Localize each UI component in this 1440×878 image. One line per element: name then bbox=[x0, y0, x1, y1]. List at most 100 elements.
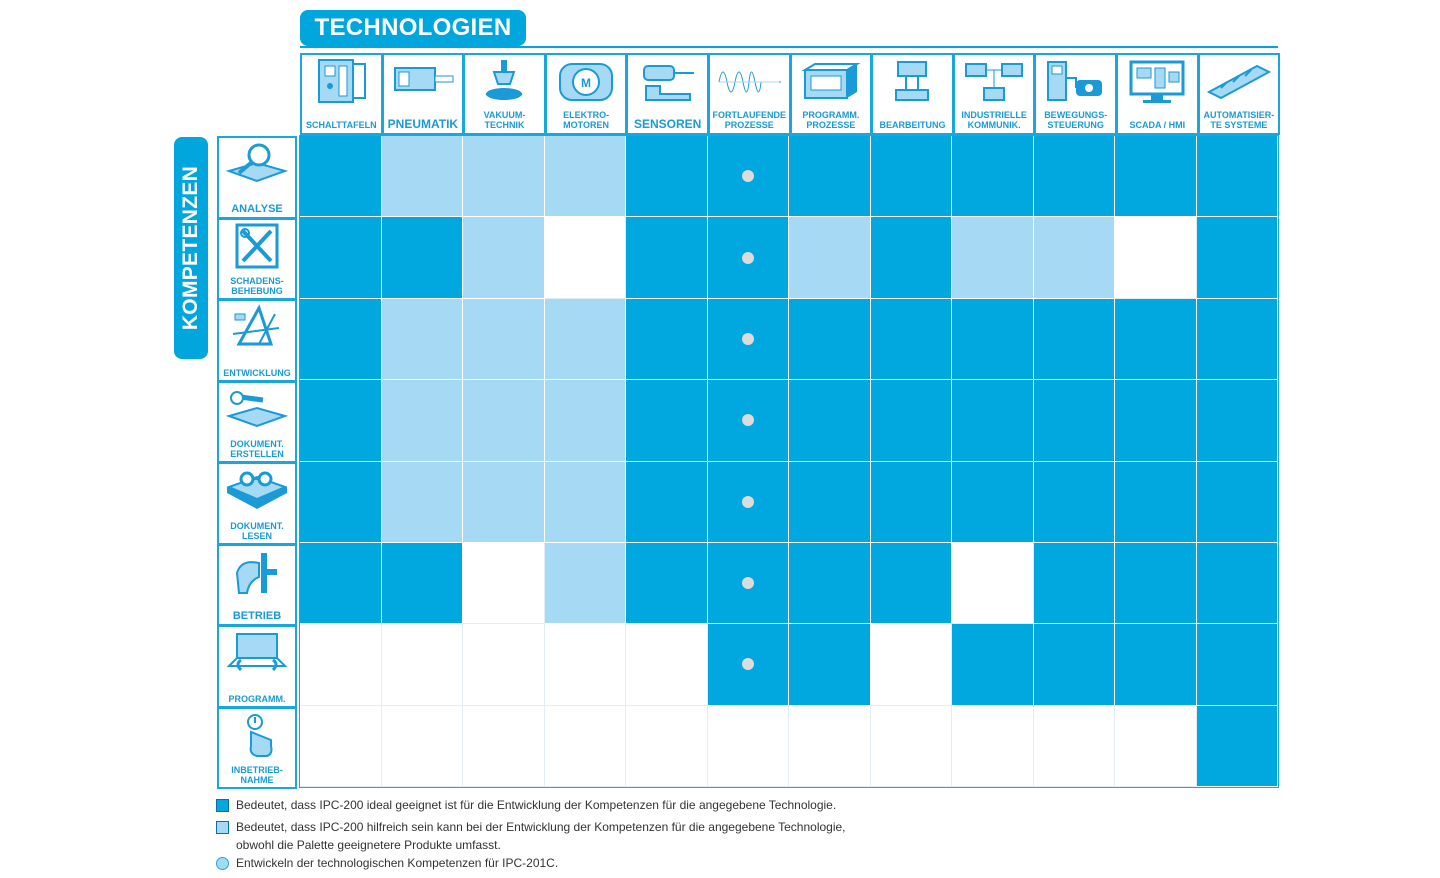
matrix-cell bbox=[300, 461, 382, 543]
matrix-cell bbox=[870, 217, 952, 299]
technology-header: BEARBEITUNG bbox=[871, 53, 954, 135]
technology-label: BEWEGUNGS- STEUERUNG bbox=[1044, 110, 1108, 130]
vacuum-gripper-icon bbox=[485, 60, 523, 100]
matrix-cell bbox=[381, 217, 463, 299]
competency-label: DOKUMENT. ERSTELLEN bbox=[230, 439, 284, 459]
matrix-cell bbox=[1115, 461, 1197, 543]
matrix-cell bbox=[544, 136, 626, 218]
matrix-cell bbox=[707, 624, 789, 706]
technology-label: SCADA / HMI bbox=[1129, 120, 1186, 130]
legend-ideal-text: Bedeutet, dass IPC-200 ideal geeignet is… bbox=[236, 798, 837, 812]
matrix-cell bbox=[463, 624, 545, 706]
legend-circle-text: Entwickeln der technologischen Kompetenz… bbox=[236, 856, 559, 870]
matrix-cell bbox=[707, 705, 789, 787]
matrix-cell bbox=[1196, 217, 1278, 299]
ipc201c-dot-icon bbox=[741, 251, 754, 264]
matrix-cell bbox=[1033, 380, 1115, 462]
technology-header: AUTOMATISIER- TE SYSTEME bbox=[1197, 53, 1281, 135]
legend-item-circle: Entwickeln der technologischen Kompetenz… bbox=[216, 854, 936, 872]
matrix-cell bbox=[1033, 624, 1115, 706]
matrix-cell bbox=[789, 380, 871, 462]
motion-control-icon bbox=[1046, 61, 1102, 101]
matrix-cell bbox=[952, 542, 1034, 625]
matrix-cell bbox=[952, 705, 1034, 787]
matrix-cell bbox=[1033, 217, 1115, 299]
ipc201c-dot-icon bbox=[741, 332, 754, 345]
network-icon bbox=[965, 63, 1024, 101]
competency-label: ANALYSE bbox=[231, 202, 283, 215]
matrix-cell bbox=[707, 461, 789, 543]
matrix-cell bbox=[300, 136, 382, 218]
magnifier-book-icon bbox=[225, 143, 289, 183]
matrix-cell bbox=[626, 298, 708, 381]
technology-header: SCHALTTAFELN bbox=[300, 53, 383, 135]
matrix-cell bbox=[1196, 380, 1278, 462]
matrix-cell bbox=[544, 461, 626, 543]
competency-header: PROGRAMM. bbox=[217, 625, 297, 708]
matrix-cell bbox=[463, 380, 545, 462]
technology-header: PROGRAMM. PROZESSE bbox=[789, 53, 873, 135]
electric-motor-icon: M bbox=[559, 63, 614, 101]
competency-header: ANALYSE bbox=[217, 136, 297, 219]
matrix-cell bbox=[870, 136, 952, 218]
matrix-cell bbox=[1115, 298, 1197, 381]
matrix-cell bbox=[626, 624, 708, 706]
matrix-cell bbox=[1196, 542, 1278, 625]
svg-text:M: M bbox=[581, 76, 591, 90]
technologies-title: TECHNOLOGIEN bbox=[300, 10, 526, 46]
machining-icon bbox=[895, 61, 930, 101]
matrix-cell bbox=[626, 217, 708, 299]
writing-icon bbox=[225, 390, 289, 427]
matrix-cell bbox=[870, 542, 952, 625]
matrix-cell bbox=[1115, 136, 1197, 218]
wrench-screwdriver-icon bbox=[235, 223, 279, 268]
technology-header: VAKUUM- TECHNIK bbox=[463, 53, 546, 135]
matrix-cell bbox=[381, 624, 463, 706]
matrix-cell bbox=[789, 217, 871, 299]
technology-header: FORTLAUFENDE PROZESSE bbox=[708, 53, 791, 135]
technology-header: PNEUMATIK bbox=[381, 53, 465, 135]
matrix-cell bbox=[1196, 461, 1278, 543]
technology-label: INDUSTRIELLE KOMMUNIK. bbox=[961, 110, 1027, 130]
matrix-cell bbox=[463, 136, 545, 218]
matrix-cell bbox=[626, 705, 708, 787]
competency-header: DOKUMENT. ERSTELLEN bbox=[217, 380, 297, 463]
matrix-cell bbox=[463, 298, 545, 381]
matrix-cell bbox=[789, 705, 871, 787]
matrix-cell bbox=[1115, 624, 1197, 706]
competency-label: PROGRAMM. bbox=[228, 693, 286, 704]
matrix-cell bbox=[952, 624, 1034, 706]
matrix-cell bbox=[300, 217, 382, 299]
matrix-cell bbox=[707, 136, 789, 218]
matrix-cell bbox=[952, 136, 1034, 218]
matrix-cell bbox=[544, 380, 626, 462]
matrix-cell bbox=[544, 624, 626, 706]
pneumatic-cylinder-icon bbox=[393, 67, 454, 91]
control-cabinet-icon bbox=[318, 59, 367, 103]
matrix-cell bbox=[707, 380, 789, 462]
matrix-cell bbox=[789, 624, 871, 706]
technology-label: PROGRAMM. PROZESSE bbox=[802, 110, 860, 130]
light-square-icon bbox=[216, 821, 229, 834]
matrix-cell bbox=[544, 217, 626, 299]
matrix-cell bbox=[789, 461, 871, 543]
ipc201c-dot-icon bbox=[741, 495, 754, 508]
hand-lever-icon bbox=[235, 552, 277, 594]
matrix-cell bbox=[381, 380, 463, 462]
technology-header: INDUSTRIELLE KOMMUNIK. bbox=[952, 53, 1036, 135]
dark-square-icon bbox=[216, 799, 229, 812]
matrix-cell bbox=[1033, 136, 1115, 218]
competency-label: DOKUMENT. LESEN bbox=[230, 520, 284, 541]
matrix-cell bbox=[870, 624, 952, 706]
matrix-cell bbox=[300, 542, 382, 625]
plc-icon bbox=[801, 63, 861, 99]
technology-label: SENSOREN bbox=[634, 117, 702, 131]
competency-header: DOKUMENT. LESEN bbox=[217, 462, 297, 545]
matrix-cell bbox=[1115, 380, 1197, 462]
matrix-cell bbox=[952, 380, 1034, 462]
matrix-cell bbox=[870, 461, 952, 543]
glasses-book-icon bbox=[226, 471, 288, 509]
technology-header: M ELEKTRO- MOTOREN bbox=[544, 53, 628, 135]
matrix-cell bbox=[626, 542, 708, 625]
technology-label: BEARBEITUNG bbox=[879, 120, 946, 130]
